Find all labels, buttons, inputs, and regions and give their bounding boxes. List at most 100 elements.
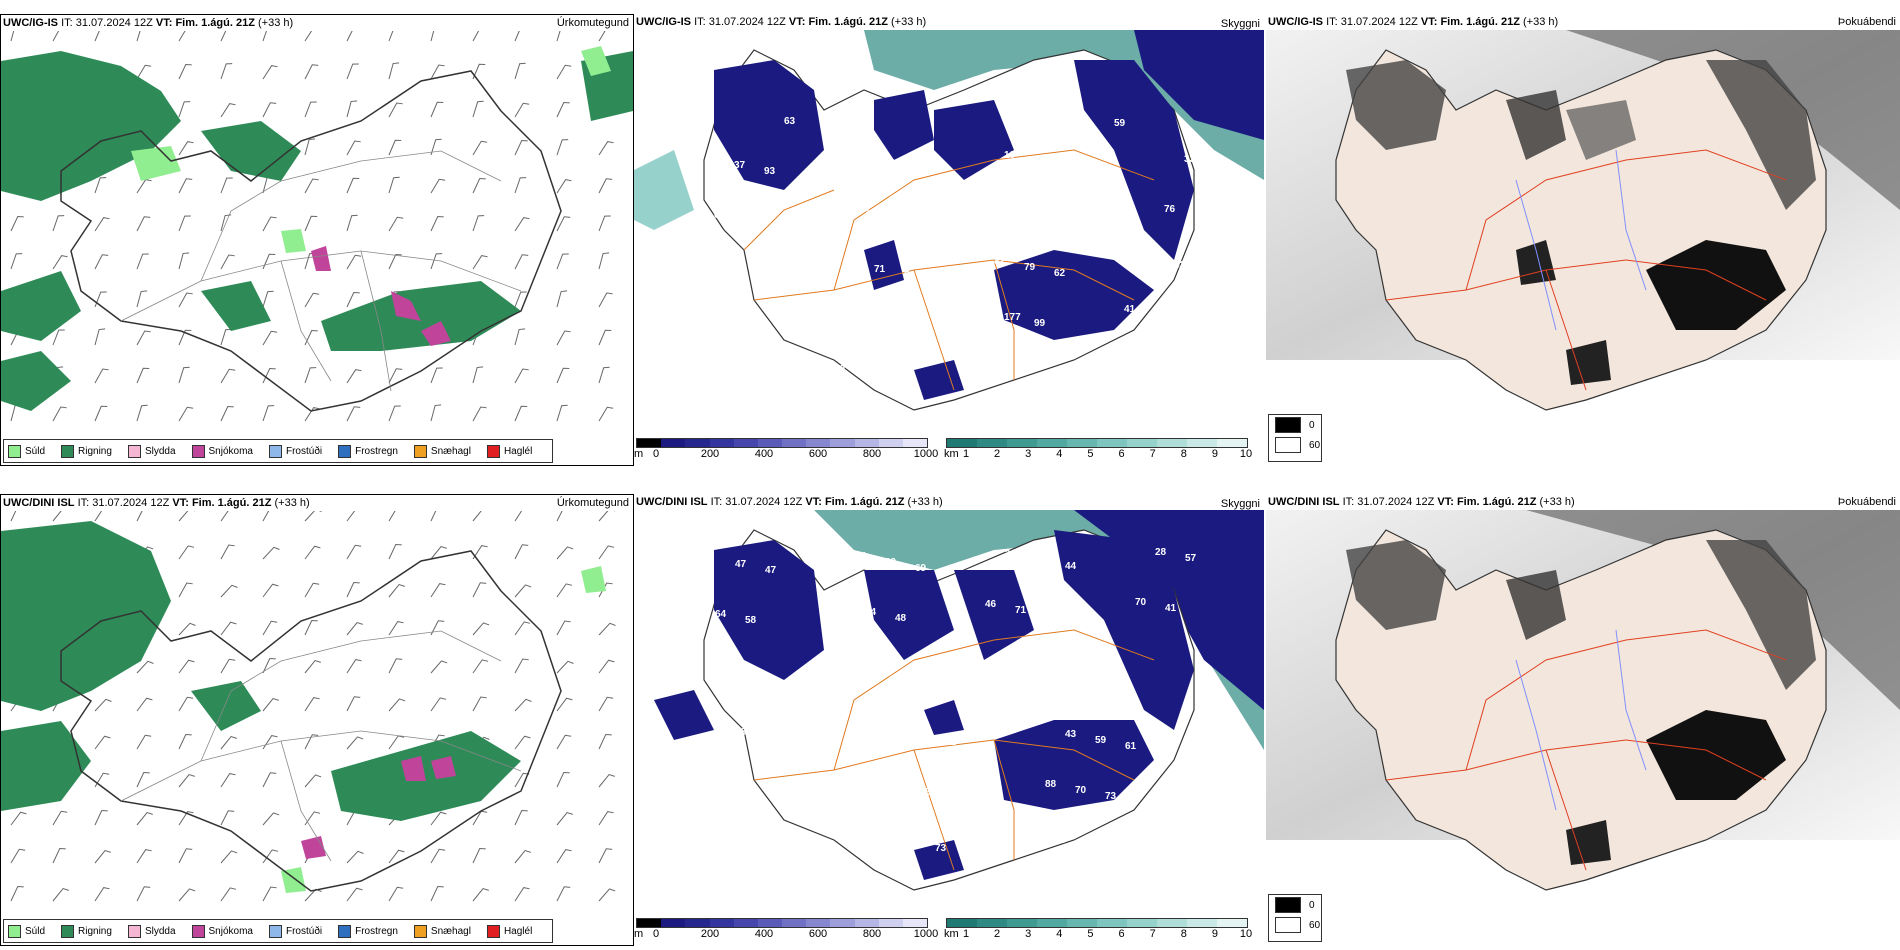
wind-barb [598,545,615,560]
visibility-value-label: 70 [1144,254,1156,265]
colorbar-tick-label: 1 [962,448,970,460]
visibility-labels: 745 58 53 59 69 62 470 36 79 43 42 80 99 50 66 177 66 78 5… [714,42,1196,381]
wind-barb [598,848,613,864]
wind-barb [514,698,532,712]
wind-barb [472,215,485,232]
visibility-value-label: 61 [725,833,737,844]
wind-barb [262,620,278,636]
visibility-value-label: 79 [1024,262,1036,273]
colorbar-tick-label: 2 [994,448,1001,460]
panel-variable-title: Þokuábendi [1837,16,1896,28]
wind-barb [178,329,192,346]
colorbar-swatch [854,919,879,927]
fog-map [1266,30,1900,464]
wind-barb [178,696,194,712]
colorbar-tick-label: 7 [1149,448,1156,460]
wind-barb [52,887,69,902]
wind-barb [304,138,316,156]
wind-barb [514,254,529,270]
wind-barb [346,63,359,80]
wind-barb [94,291,107,308]
visibility-colorbar: km 1 2 3 4 5 6 7 8 9 10 [944,438,1264,464]
colorbar-tick-label: 6 [1118,928,1125,940]
wind-barb [136,849,152,864]
colorbar-tick-label: 2 [994,928,1001,940]
wind-barb [220,177,233,194]
wind-barb [304,64,319,80]
wind-barb [556,849,572,864]
colorbar-swatch [685,919,710,927]
wind-barb [598,733,612,750]
wind-barb [514,31,520,42]
legend-item: Snjókoma [191,444,253,458]
wind-barb [262,330,278,346]
visibility-value-label: 58 [864,370,876,381]
legend-swatch [486,924,500,938]
legend-swatch [268,924,282,938]
colorbar-tick-label: 9 [1211,448,1218,460]
colorbar-swatches [636,438,928,448]
colorbar-swatch [806,439,831,447]
wind-barb [556,660,574,674]
wind-barb [94,849,111,864]
visibility-value-label: 55 [1035,555,1047,566]
wind-barb [472,887,489,902]
wind-barb [304,659,321,674]
iceland-coastline [60,550,562,892]
wind-barb [10,885,24,902]
wind-barb [346,736,364,750]
wind-barb [346,887,363,902]
colorbar-tick-label: 200 [700,928,720,940]
colorbar-tick-label: 4 [1056,448,1063,460]
wind-barb [304,697,320,712]
wind-barb [52,31,60,42]
wind-barb [388,139,402,156]
colorbar-swatch [1157,439,1187,447]
wind-barb [220,31,227,42]
wind-barb [514,328,526,346]
wind-barb [472,545,488,560]
wind-barb [262,583,279,598]
fog-legend-item: 0 [1269,895,1321,915]
wind-barb [556,697,573,712]
wind-barb [514,735,531,750]
wind-barb [346,659,362,674]
visibility-value-label: 64 [905,837,917,848]
visibility-value-label: 59 [1095,735,1107,746]
wind-barb [556,734,572,750]
visibility-value-label: 50 [1184,316,1196,327]
visibility-value-label: 61 [1125,741,1137,752]
colorbar-swatch [637,439,662,447]
visibility-value-label: 99 [1034,318,1046,329]
visibility-value-label: 41 [1124,304,1136,315]
wind-barb [556,330,571,346]
wind-barb [262,511,270,522]
visibility-value-label: 38 [735,727,747,738]
wind-barb [388,849,405,864]
wind-barb [94,31,100,42]
roads [1385,149,1787,391]
wind-barb [220,621,237,636]
visibility-value-label: 59 [1164,366,1176,377]
wind-barb [94,735,111,750]
wind-barb [430,178,446,194]
legend-swatch [413,924,427,938]
legend-item: Slydda [127,924,176,938]
wind-barb [472,255,488,270]
wind-barb [388,102,403,118]
colorbar-tick-label: 7 [1149,928,1156,940]
colorbar-tick-label: 800 [862,448,882,460]
visibility-value-label: 54 [1085,841,1097,852]
wind-barb [220,254,235,270]
wind-barb [388,31,394,42]
wind-barb [220,658,236,674]
visibility-value-label: 42 [835,601,847,612]
visibility-value-label: 57 [894,214,906,225]
wind-barb [430,215,444,232]
colorbar-swatches [946,918,1248,928]
wind-barb [304,101,317,118]
legend-swatch [338,444,352,458]
wind-barb [220,328,232,346]
visibility-value-label: 47 [1034,156,1046,167]
visibility-value-label: 41 [1165,603,1177,614]
